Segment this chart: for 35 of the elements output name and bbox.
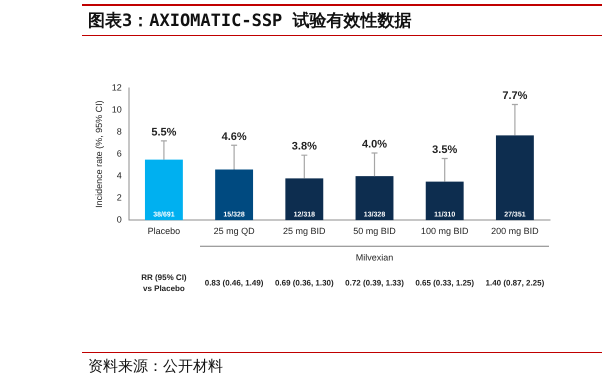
data-label: 4.0% <box>362 138 388 151</box>
y-axis-title: Incidence rate (%, 95% CI) <box>94 100 104 208</box>
y-tick-label: 0 <box>116 214 122 225</box>
y-tick-label: 6 <box>116 148 122 159</box>
data-label: 4.6% <box>222 130 247 143</box>
data-label: 5.5% <box>151 126 177 138</box>
y-tick-label: 10 <box>112 104 122 115</box>
bar <box>285 178 324 220</box>
text: 1.40 (0.87, 2.25) <box>486 278 545 288</box>
x-tick-label: 25 mg BID <box>283 226 326 236</box>
text: Milvexian <box>356 252 394 263</box>
bar <box>215 170 254 220</box>
y-tick-label: 8 <box>116 126 122 137</box>
bar <box>144 160 183 220</box>
data-label: 7.7% <box>502 90 528 102</box>
x-tick-label: 25 mg QD <box>214 226 256 236</box>
y-tick-label: 12 <box>112 82 122 92</box>
bar <box>426 182 464 220</box>
text: RR (95% CI) vs Placebo <box>141 272 187 293</box>
chart-title: 图表3：AXIOMATIC-SSP 试验有效性数据 <box>88 10 412 32</box>
y-tick-label: 2 <box>116 192 122 203</box>
x-tick-label: 50 mg BID <box>353 226 396 236</box>
text: 0.65 (0.33, 1.25) <box>415 278 474 288</box>
text: 0.69 (0.36, 1.30) <box>274 278 334 288</box>
text: 0.83 (0.46, 1.49) <box>204 278 264 288</box>
x-tick-label: 200 mg BID <box>491 226 540 236</box>
text: 资料来源：公开材料 <box>88 357 223 376</box>
data-label: 3.8% <box>292 140 318 153</box>
bar <box>356 176 394 220</box>
x-tick-label: Placebo <box>148 226 180 236</box>
text: 0.72 (0.39, 1.33) <box>345 278 404 288</box>
x-tick-label: 100 mg BID <box>420 226 469 236</box>
y-tick-label: 4 <box>116 170 122 181</box>
bar <box>496 135 534 220</box>
data-label: 3.5% <box>432 144 458 156</box>
